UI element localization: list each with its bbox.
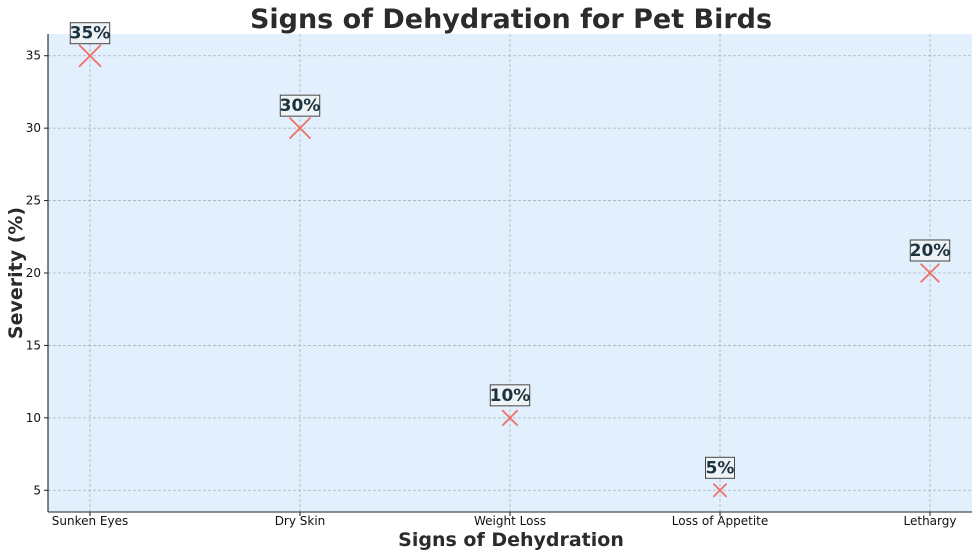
x-axis-ticks: Sunken Eyes Dry Skin Weight Loss Loss of Ap…: [52, 512, 957, 528]
x-tick-label: Loss of Appetite: [672, 514, 768, 528]
data-point-marker: [712, 482, 728, 498]
y-tick-label: 15: [26, 338, 41, 352]
x-tick-label: Weight Loss: [474, 514, 546, 528]
data-points: [78, 44, 940, 498]
data-label: 20%: [910, 241, 951, 261]
data-labels: 35% 30% 10% 5% 20%: [69, 22, 951, 479]
y-tick-label: 25: [26, 194, 41, 208]
y-tick-label: 30: [26, 121, 41, 135]
y-axis-ticks: 5 10 15 20 25 30 35: [26, 49, 48, 497]
data-label: 5%: [706, 458, 735, 478]
y-tick-label: 5: [33, 483, 41, 497]
data-label-box: [69, 22, 111, 45]
data-label: 10%: [490, 386, 531, 406]
chart-title: Signs of Dehydration for Pet Birds: [250, 4, 772, 35]
x-tick-label: Dry Skin: [275, 514, 326, 528]
x-tick-label: Sunken Eyes: [52, 514, 128, 528]
y-tick-label: 35: [26, 49, 41, 63]
y-axis-label: Severity (%): [5, 207, 27, 339]
x-tick-label: Lethargy: [904, 514, 957, 528]
data-label-box: [489, 384, 531, 407]
y-tick-label: 20: [26, 266, 41, 280]
data-point-marker: [920, 263, 940, 283]
data-point-marker: [501, 409, 519, 427]
data-label-box: [279, 94, 321, 117]
data-label-box: [705, 456, 735, 479]
data-point-marker: [78, 44, 102, 68]
y-tick-label: 10: [26, 411, 41, 425]
data-label: 35%: [70, 24, 111, 44]
data-label-box: [909, 239, 951, 262]
x-axis-label: Signs of Dehydration: [398, 529, 624, 551]
data-point-marker: [288, 117, 312, 140]
data-label: 30%: [280, 96, 321, 116]
